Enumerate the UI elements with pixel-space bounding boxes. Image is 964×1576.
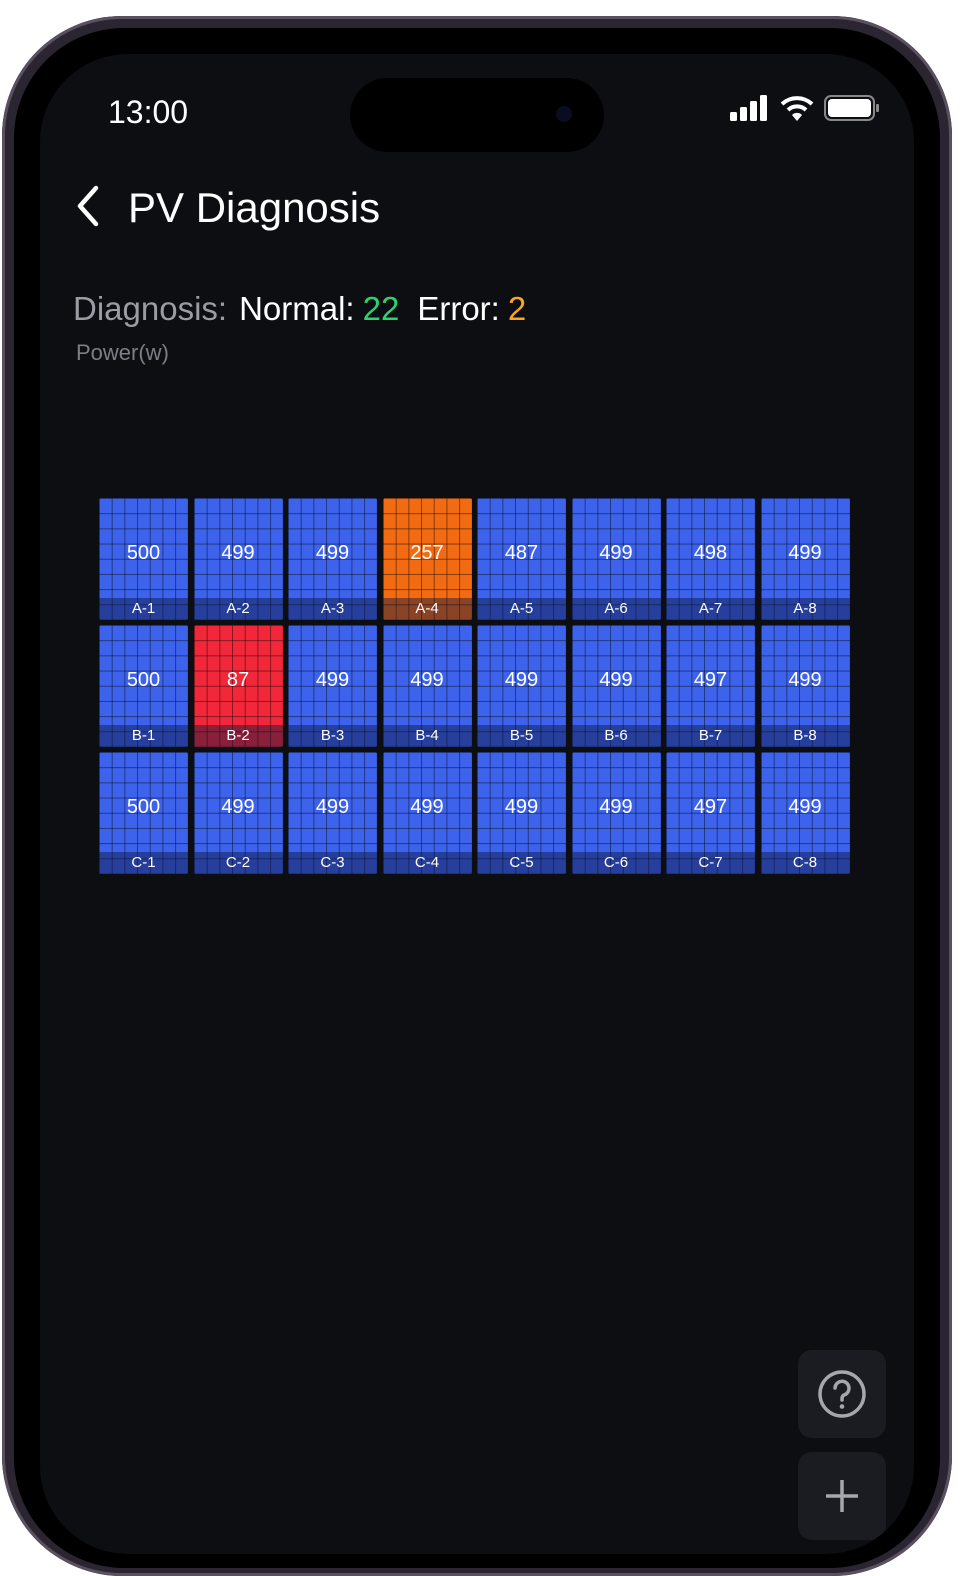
panel-power: 257 [410,542,444,564]
panel-id: A-5 [477,598,566,620]
pv-panel-a-8[interactable]: 499 A-8 [760,498,850,620]
error-label: Error: [417,290,500,327]
panel-id: B-2 [193,725,283,747]
panel-power: 499 [599,542,633,564]
diagnosis-label: Diagnosis: [73,290,228,327]
panel-id: A-2 [193,598,283,620]
panel-id: A-3 [288,598,377,620]
pv-panel-c-6[interactable]: 499 C-6 [571,752,661,874]
panel-power: 499 [315,669,350,691]
panel-power: 499 [221,542,255,564]
panel-id: A-8 [760,598,850,620]
pv-panel-b-8[interactable]: 499 B-8 [760,625,850,747]
pv-panel-c-8[interactable]: 499 C-8 [760,752,850,874]
panel-power: 499 [788,669,822,691]
pv-panel-c-1[interactable]: 500 C-1 [99,752,188,874]
panel-id: A-7 [666,598,755,620]
pv-panel-b-1[interactable]: 500 B-1 [99,625,188,747]
panel-power: 499 [315,542,350,564]
pv-panel-c-5[interactable]: 499 C-5 [477,752,566,874]
pv-panel-c-3[interactable]: 499 C-3 [288,752,377,874]
help-button[interactable] [798,1350,886,1438]
panel-id: A-4 [382,598,472,620]
pv-panel-a-2[interactable]: 499 A-2 [193,498,283,620]
panel-power: 497 [693,669,728,691]
pv-panel-a-6[interactable]: 499 A-6 [571,498,661,620]
panel-id: C-6 [571,852,661,874]
panel-id: C-4 [382,852,472,874]
panel-id: B-4 [382,725,472,747]
error-count: 2 [507,290,527,327]
camera-icon [556,106,572,122]
pv-panel-b-2[interactable]: 87 B-2 [193,625,283,747]
normal-label: Normal: [239,290,355,327]
panel-id: B-7 [666,725,755,747]
panel-id: C-7 [666,852,755,874]
power-unit-label: Power(w) [76,340,169,365]
panel-power: 499 [410,796,444,818]
pv-panel-c-2[interactable]: 499 C-2 [193,752,283,874]
panel-power: 499 [410,669,444,691]
panel-power: 500 [126,669,161,691]
panel-power: 499 [788,542,822,564]
panel-id: C-3 [288,852,377,874]
pv-panel-a-3[interactable]: 499 A-3 [288,498,377,620]
wifi-icon [780,96,814,121]
panel-power: 499 [504,669,539,691]
pv-panel-a-5[interactable]: 487 A-5 [477,498,566,620]
help-circle-icon [818,1370,866,1418]
panel-power: 499 [788,796,822,818]
panel-power: 499 [221,796,255,818]
plus-icon [826,1480,858,1512]
panel-power: 497 [693,796,728,818]
pv-panel-b-5[interactable]: 499 B-5 [477,625,566,747]
panel-id: C-1 [99,852,188,874]
pv-panel-c-7[interactable]: 497 C-7 [666,752,755,874]
panel-id: C-8 [760,852,850,874]
pv-panel-a-4[interactable]: 257 A-4 [382,498,472,620]
page-title: PV Diagnosis [128,184,381,231]
pv-panel-b-6[interactable]: 499 B-6 [571,625,661,747]
status-time: 13:00 [108,94,189,130]
panel-id: C-5 [477,852,566,874]
pv-panel-b-7[interactable]: 497 B-7 [666,625,755,747]
battery-icon [824,95,879,121]
pv-panel-a-7[interactable]: 498 A-7 [666,498,755,620]
panel-id: B-8 [760,725,850,747]
panel-power: 500 [126,796,161,818]
panel-power: 500 [126,542,161,564]
panel-power: 499 [599,796,633,818]
panel-power: 87 [226,669,250,691]
pv-panel-b-4[interactable]: 499 B-4 [382,625,472,747]
panel-id: B-3 [288,725,377,747]
panel-id: A-1 [99,598,188,620]
panel-id: B-5 [477,725,566,747]
panel-power: 498 [693,542,728,564]
pv-panel-c-4[interactable]: 499 C-4 [382,752,472,874]
panel-power: 499 [504,796,539,818]
normal-count: 22 [362,290,400,327]
panel-id: A-6 [571,598,661,620]
panel-id: B-1 [99,725,188,747]
panel-power: 487 [504,542,539,564]
chevron-left-icon[interactable] [74,184,104,228]
panel-id: C-2 [193,852,283,874]
pv-panel-grid: 500 A-1 499 A-2 499 A-3 257 A-4 487 A-5 499 A-6 498 A… [99,498,850,874]
panel-power: 499 [599,669,633,691]
status-icons [730,94,880,122]
diagnosis-summary: Diagnosis: Normal: 22 Error: 2 [73,290,526,328]
screen: 13:00 PV Diagnosis Diagnosis: Normal: 22 Er… [40,54,914,1554]
add-button[interactable] [798,1452,886,1540]
pv-panel-b-3[interactable]: 499 B-3 [288,625,377,747]
panel-power: 499 [315,796,350,818]
panel-id: B-6 [571,725,661,747]
dynamic-island [350,78,604,152]
signal-icon [730,95,767,121]
pv-panel-a-1[interactable]: 500 A-1 [99,498,188,620]
